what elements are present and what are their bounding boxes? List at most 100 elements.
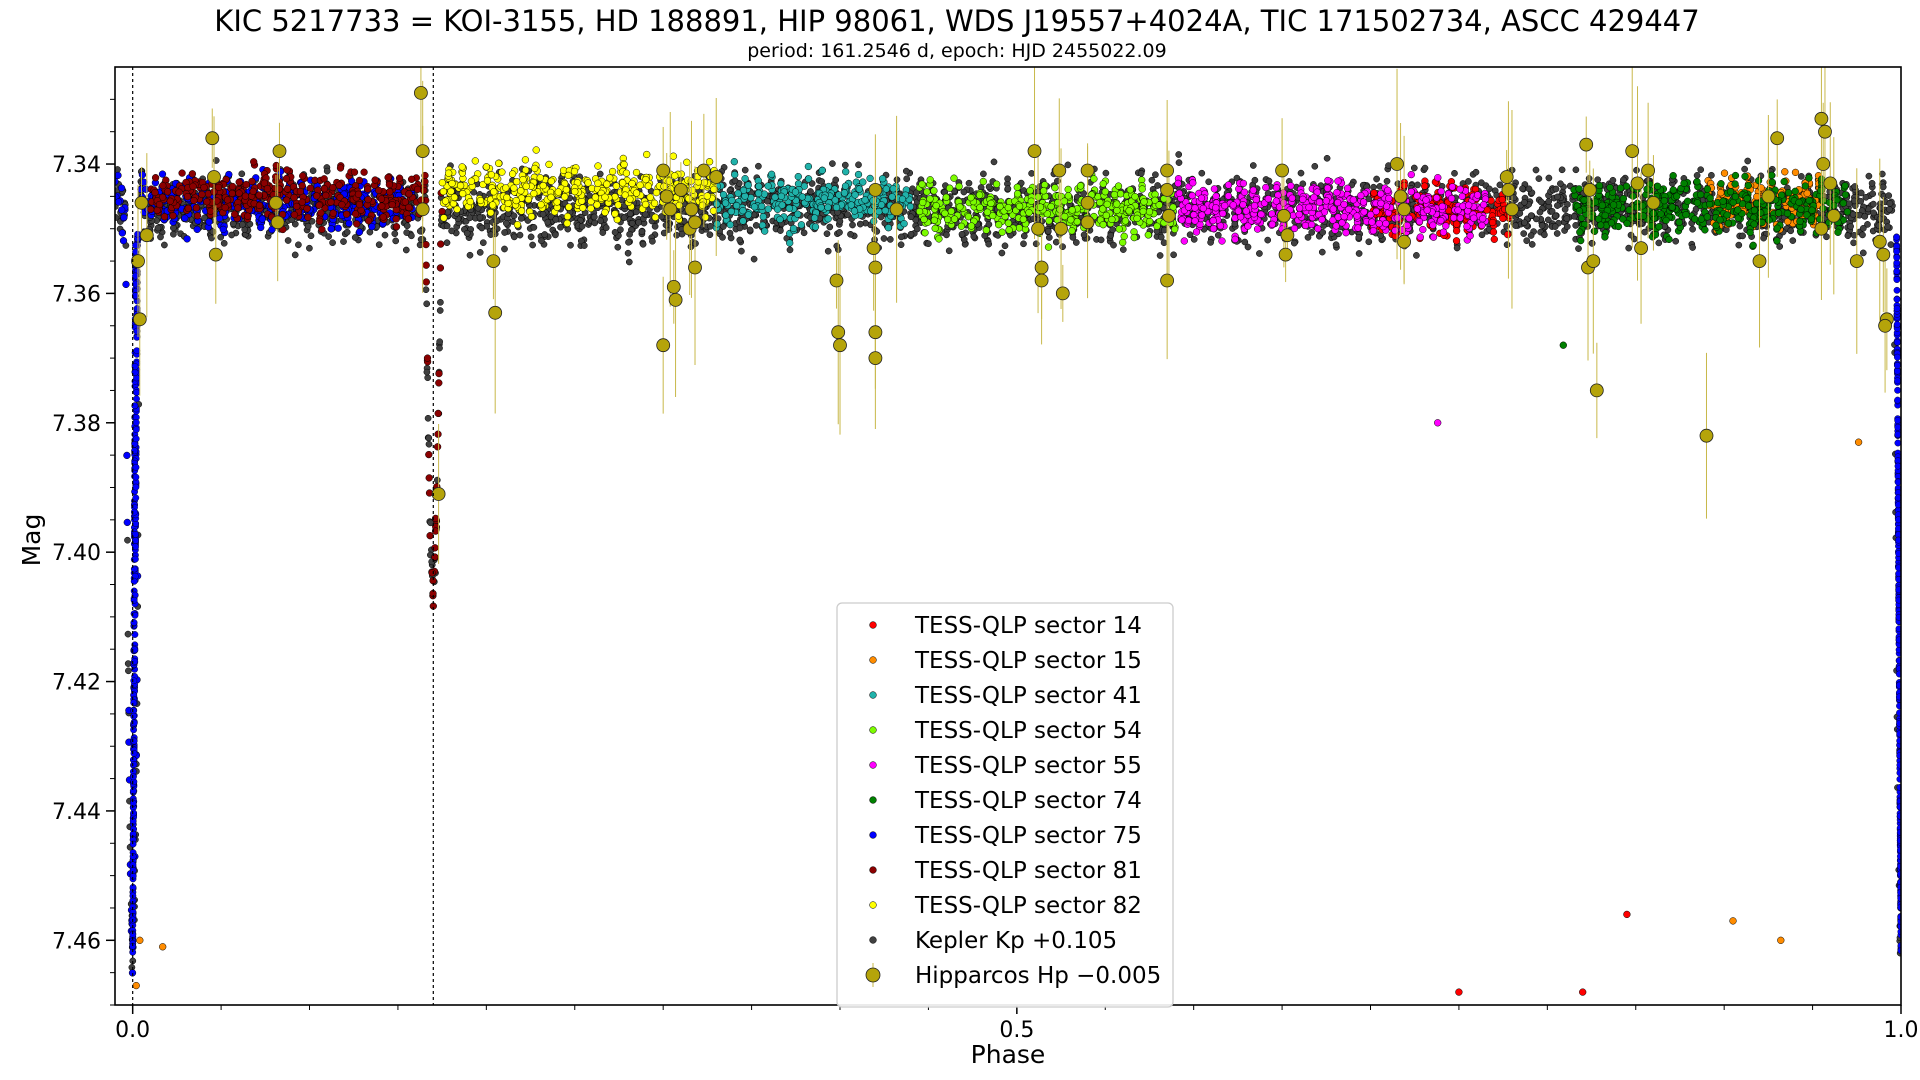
data-point [617,226,624,234]
data-point [1451,169,1458,177]
data-point [1365,238,1373,246]
data-point [1052,238,1060,246]
data-point [1450,214,1458,222]
data-point [345,219,353,228]
data-point [552,216,560,223]
data-point [998,228,1006,236]
data-point [433,476,441,484]
data-point [1051,184,1059,192]
data-point [1620,176,1627,184]
data-point [1878,170,1886,178]
data-point [1297,169,1305,177]
data-point [1870,200,1877,208]
data-point [578,222,586,230]
data-point [1121,217,1130,225]
data-point [1153,222,1161,230]
data-point [1160,239,1168,247]
data-point [1419,225,1427,234]
data-point [875,207,883,216]
data-point [1249,186,1257,194]
data-point [417,236,425,243]
data-point [402,246,410,254]
data-point [557,223,564,231]
data-point [1672,237,1680,245]
data-point [1186,231,1194,239]
data-point [1532,166,1540,174]
data-point [530,224,538,231]
series-tess-qlp-sector-55 [1174,170,1490,427]
data-point [932,202,940,210]
data-point [257,223,265,232]
data-point [856,220,864,228]
data-point [1757,184,1765,192]
data-point [1561,206,1569,213]
data-point [1101,188,1109,196]
data-point [1120,232,1128,240]
data-point [854,170,863,179]
data-point [1030,215,1037,223]
data-point [1708,171,1715,179]
data-point [1823,233,1830,241]
data-point [844,211,851,218]
data-point [611,228,619,236]
data-point [181,214,189,222]
data-point [1554,193,1561,201]
data-point [516,231,524,239]
data-point [738,247,745,255]
data-point [1478,221,1486,229]
data-point [829,160,836,167]
data-point [334,224,342,232]
data-point [721,199,730,207]
data-point [823,230,831,238]
data-point [754,189,763,197]
data-point [950,215,959,223]
data-point [736,224,744,232]
data-point [628,219,636,227]
data-point [375,241,383,249]
data-point [955,182,963,191]
data-point [903,175,911,183]
data-point [1868,179,1876,187]
data-point [990,158,998,166]
data-point [1886,205,1893,213]
data-point [1103,200,1111,208]
data-point [919,198,927,207]
data-point [1224,181,1233,189]
data-point [930,216,939,224]
data-point [1174,179,1182,188]
data-point [124,660,132,667]
data-point [355,228,364,236]
data-point [877,201,886,209]
data-point [1453,244,1461,252]
data-point [1315,198,1324,206]
data-point [1026,187,1034,195]
data-point [985,221,993,228]
data-point [580,242,588,249]
data-point [811,223,820,231]
data-point [436,338,444,346]
data-point [1416,233,1424,241]
data-point [1047,202,1055,211]
data-point [1875,222,1883,230]
data-point [1272,184,1281,192]
data-point [1744,157,1752,165]
data-point [855,185,863,193]
data-point [1588,240,1596,247]
data-point [1099,180,1107,188]
data-point [1797,173,1805,180]
data-point [118,206,126,214]
data-point [746,226,754,234]
data-point [1558,166,1566,174]
data-point [706,231,714,239]
data-point [158,170,167,178]
data-point [778,201,786,209]
data-point [1553,230,1561,237]
data-point [1536,208,1544,216]
data-point [170,230,177,238]
data-point [501,245,508,253]
data-point [625,238,632,246]
data-point [719,234,726,241]
data-point [771,193,779,201]
data-point [728,196,736,205]
data-point [1865,172,1873,180]
